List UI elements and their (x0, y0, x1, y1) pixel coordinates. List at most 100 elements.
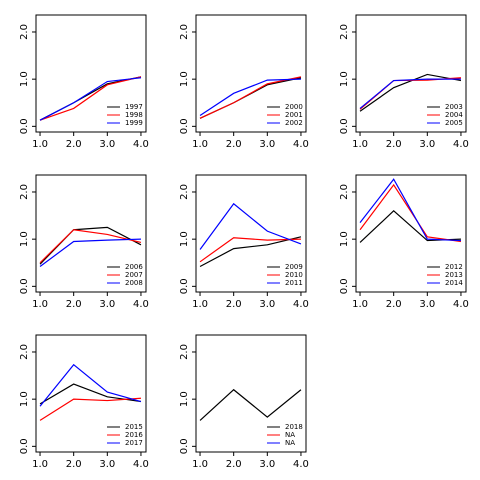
series-line (39, 363, 142, 407)
plot-frame (355, 14, 467, 133)
x-tick-label: 1.0 (32, 459, 48, 470)
series-line (359, 183, 462, 243)
legend-label: 2003 (445, 103, 463, 111)
x-tick-label: 4.0 (453, 139, 469, 150)
legend-label: 2006 (125, 263, 143, 271)
y-tick-label: 2.0 (339, 24, 350, 40)
series-line (39, 397, 141, 421)
y-tick-label: 1.0 (339, 71, 350, 87)
y-tick-label: 2.0 (19, 184, 30, 200)
x-tick-label: 4.0 (293, 459, 309, 470)
x-tick-label: 4.0 (133, 299, 149, 310)
legend-label: 2008 (125, 279, 143, 287)
series-line (359, 210, 461, 243)
x-tick-label: 1.0 (352, 139, 368, 150)
x-tick-label: 3.0 (99, 299, 115, 310)
x-tick-label: 1.0 (352, 299, 368, 310)
legend-label: 2002 (285, 119, 303, 127)
legend-label: 1997 (125, 103, 143, 111)
legend-label: 2011 (285, 279, 303, 287)
x-tick-label: 2.0 (226, 139, 242, 150)
y-tick-label: 2.0 (339, 184, 350, 200)
legend-label: 2009 (285, 263, 303, 271)
series-line (359, 178, 461, 242)
x-tick-label: 1.0 (192, 459, 208, 470)
legend-label: NA (285, 439, 295, 447)
x-tick-label: 2.0 (226, 459, 242, 470)
series-line (39, 77, 142, 121)
x-tick-label: 2.0 (226, 299, 242, 310)
x-tick-label: 4.0 (133, 139, 149, 150)
x-tick-label: 3.0 (99, 459, 115, 470)
legend-label: NA (285, 431, 295, 439)
x-tick-label: 3.0 (99, 139, 115, 150)
x-tick-label: 4.0 (293, 139, 309, 150)
y-tick-label: 0.0 (19, 278, 30, 294)
x-tick-label: 1.0 (32, 299, 48, 310)
x-tick-label: 4.0 (133, 459, 149, 470)
x-tick-label: 2.0 (66, 459, 82, 470)
series-line (199, 76, 302, 119)
plot-frame (35, 14, 147, 133)
legend-label: 2004 (445, 111, 463, 119)
series-line (199, 202, 302, 250)
x-tick-label: 3.0 (259, 299, 275, 310)
x-tick-label: 1.0 (32, 139, 48, 150)
plot-frame (355, 174, 467, 293)
plot-frame (195, 334, 307, 453)
legend-label: 1998 (125, 111, 143, 119)
x-tick-label: 4.0 (293, 299, 309, 310)
y-tick-label: 0.0 (179, 278, 190, 294)
legend-label: 2012 (445, 263, 463, 271)
y-tick-label: 2.0 (179, 344, 190, 360)
legend-label: 2017 (125, 439, 143, 447)
x-tick-label: 3.0 (419, 299, 435, 310)
legend-label: 1999 (125, 119, 143, 127)
plot-frame (195, 14, 307, 133)
series-line (199, 236, 302, 268)
series-line (199, 78, 301, 116)
x-tick-label: 1.0 (192, 139, 208, 150)
y-tick-label: 1.0 (339, 231, 350, 247)
x-tick-label: 2.0 (66, 139, 82, 150)
y-tick-label: 0.0 (179, 118, 190, 134)
y-tick-label: 0.0 (19, 438, 30, 454)
y-tick-label: 1.0 (19, 231, 30, 247)
series-line (39, 238, 141, 268)
y-tick-label: 2.0 (179, 184, 190, 200)
x-tick-label: 2.0 (386, 139, 402, 150)
legend-label: 2015 (125, 423, 143, 431)
series-line (39, 226, 142, 265)
y-tick-label: 0.0 (179, 438, 190, 454)
series-line (39, 229, 142, 264)
series-line (359, 73, 462, 112)
y-tick-label: 0.0 (19, 118, 30, 134)
x-tick-label: 2.0 (386, 299, 402, 310)
legend-label: 2005 (445, 119, 463, 127)
x-tick-label: 3.0 (419, 139, 435, 150)
series-line (199, 237, 301, 263)
plot-frame (195, 174, 307, 293)
legend-label: 2010 (285, 271, 303, 279)
legend-label: 2013 (445, 271, 463, 279)
x-tick-label: 4.0 (453, 299, 469, 310)
y-tick-label: 0.0 (339, 278, 350, 294)
y-tick-label: 2.0 (19, 344, 30, 360)
plot-frame (35, 174, 147, 293)
legend-label: 2001 (285, 111, 303, 119)
series-line (39, 76, 142, 121)
series-line (199, 388, 302, 421)
y-tick-label: 2.0 (19, 24, 30, 40)
x-tick-label: 3.0 (259, 139, 275, 150)
y-tick-label: 1.0 (19, 71, 30, 87)
y-tick-label: 1.0 (179, 231, 190, 247)
legend-label: 2018 (285, 423, 303, 431)
y-tick-label: 1.0 (19, 391, 30, 407)
